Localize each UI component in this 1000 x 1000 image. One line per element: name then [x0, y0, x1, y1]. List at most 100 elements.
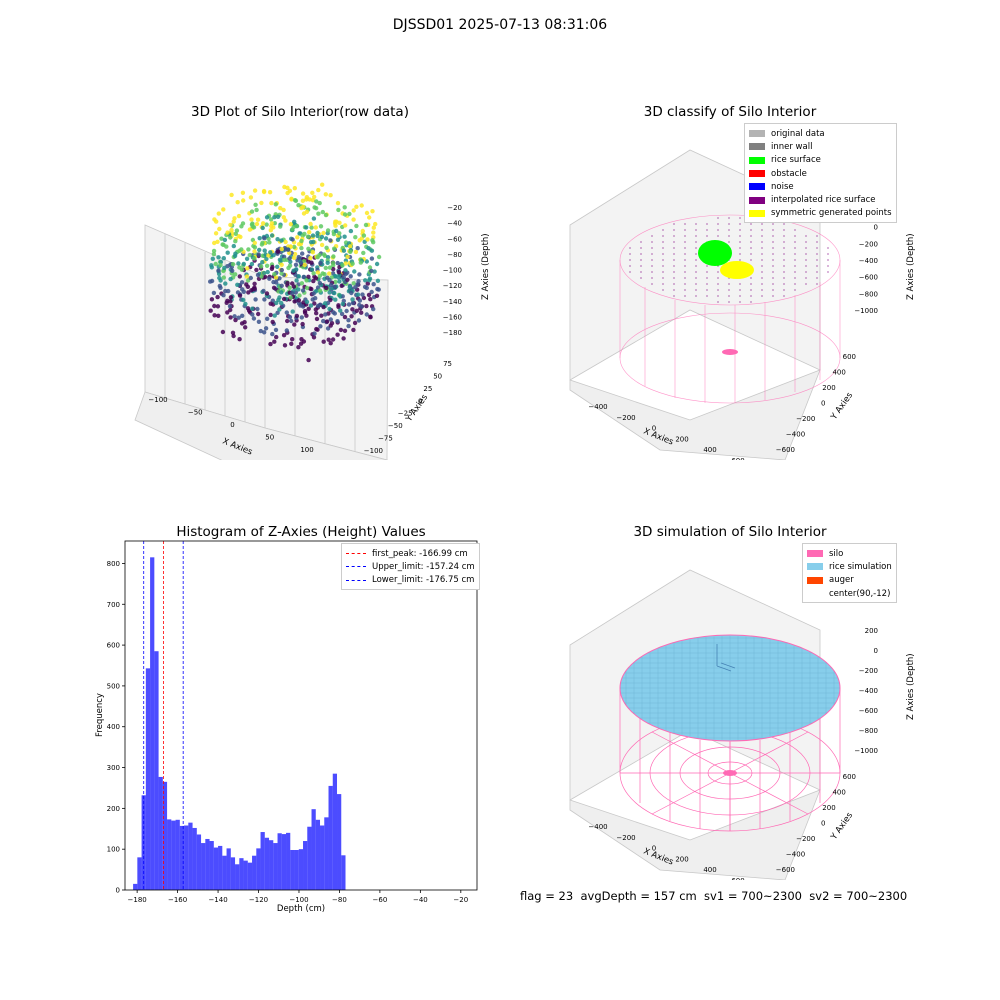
scatter-point	[340, 263, 345, 268]
scatter-point	[304, 225, 309, 230]
hist-x-tick-label: −20	[453, 896, 468, 904]
axis-tick-label: 100	[300, 446, 313, 454]
scatter-point	[250, 306, 255, 311]
grid-dot	[783, 247, 785, 249]
grid-dot	[673, 265, 675, 267]
hist-bar	[188, 822, 193, 890]
scatter-point	[296, 345, 301, 350]
scatter-point	[328, 323, 333, 328]
axis-tick-label: −600	[776, 446, 795, 454]
hist-y-tick-label: 600	[107, 642, 120, 650]
scatter-point	[258, 328, 263, 334]
hist-bar	[133, 883, 138, 890]
scatter-point	[279, 271, 284, 276]
axis-tick-label: 600	[731, 457, 744, 460]
scatter-point	[291, 268, 296, 273]
scatter-point	[361, 295, 367, 301]
scatter-point	[350, 261, 355, 266]
scatter-point	[294, 313, 300, 319]
scatter-point	[212, 303, 217, 309]
grid-dot	[761, 253, 763, 255]
scatter-point	[216, 271, 222, 277]
grid-dot	[816, 241, 818, 243]
scatter-point	[309, 225, 314, 230]
scatter-point	[332, 246, 337, 251]
hist-x-tick-label: −60	[373, 896, 388, 904]
grid-dot	[739, 301, 741, 303]
scatter-point	[221, 256, 226, 261]
grid-dot	[816, 259, 818, 261]
axis-tick-label: −120	[443, 282, 462, 290]
grid-dot	[783, 271, 785, 273]
scatter-point	[291, 284, 297, 289]
panel4-zlabel: Z Axies (Depth)	[906, 653, 916, 720]
grid-dot	[640, 241, 642, 243]
scatter-point	[216, 211, 221, 216]
grid-dot	[816, 271, 818, 273]
axis-tick-label: −160	[443, 313, 462, 321]
hist-bar	[167, 819, 172, 890]
legend-item: Upper_limit: -157.24 cm	[346, 560, 475, 573]
scatter-point	[335, 260, 340, 266]
grid-dot	[761, 295, 763, 297]
grid-dot	[761, 259, 763, 261]
scatter-point	[367, 265, 373, 270]
scatter-point	[296, 274, 301, 279]
scatter-point	[215, 294, 220, 300]
scatter-point	[376, 254, 382, 260]
scatter-point	[228, 299, 233, 304]
scatter-point	[252, 281, 257, 286]
axis-tick-label: 0	[821, 820, 825, 828]
grid-dot	[728, 289, 730, 291]
scatter-point	[237, 337, 242, 342]
scatter-point	[296, 254, 301, 260]
scatter-point	[345, 254, 350, 259]
scatter-point	[268, 228, 273, 233]
grid-dot	[651, 271, 653, 273]
scatter-point	[281, 215, 286, 220]
scatter-point	[211, 248, 217, 254]
axis-tick-label: 600	[731, 877, 744, 880]
scatter-point	[351, 327, 356, 333]
scatter-point	[285, 190, 290, 196]
scatter-point	[308, 221, 313, 227]
scatter-point	[279, 262, 284, 267]
legend-swatch	[807, 590, 823, 598]
grid-dot	[772, 247, 774, 249]
scatter-point	[347, 285, 352, 290]
scatter-point	[310, 190, 315, 195]
scatter-point	[277, 257, 283, 262]
scatter-point	[353, 235, 358, 240]
axis-tick-label: −50	[188, 409, 203, 417]
scatter-point	[265, 269, 270, 275]
grid-dot	[728, 241, 730, 243]
scatter-point	[321, 339, 326, 344]
grid-dot	[684, 265, 686, 267]
grid-dot	[750, 253, 752, 255]
grid-dot	[706, 271, 708, 273]
axis-tick-label: −200	[796, 835, 815, 843]
hist-bar	[230, 857, 236, 890]
grid-dot	[772, 271, 774, 273]
hist-bar	[162, 781, 168, 890]
scatter-point	[210, 256, 215, 261]
legend-item: noise	[749, 180, 892, 193]
grid-dot	[772, 295, 774, 297]
grid-dot	[794, 289, 796, 291]
scatter-point	[232, 216, 237, 221]
scatter-point	[221, 293, 226, 298]
scatter-point	[306, 274, 311, 279]
scatter-point	[246, 290, 251, 295]
scatter-point	[256, 319, 262, 324]
scatter-point	[299, 315, 304, 320]
scatter-point	[336, 207, 341, 213]
legend-line	[346, 579, 366, 581]
scatter-point	[216, 268, 221, 273]
grid-dot	[706, 265, 708, 267]
grid-dot	[761, 229, 763, 231]
scatter-point	[247, 227, 253, 232]
scatter-point	[318, 224, 324, 229]
scatter-point	[342, 234, 347, 239]
axis-tick-label: −800	[859, 290, 878, 298]
scatter-point	[314, 199, 319, 204]
